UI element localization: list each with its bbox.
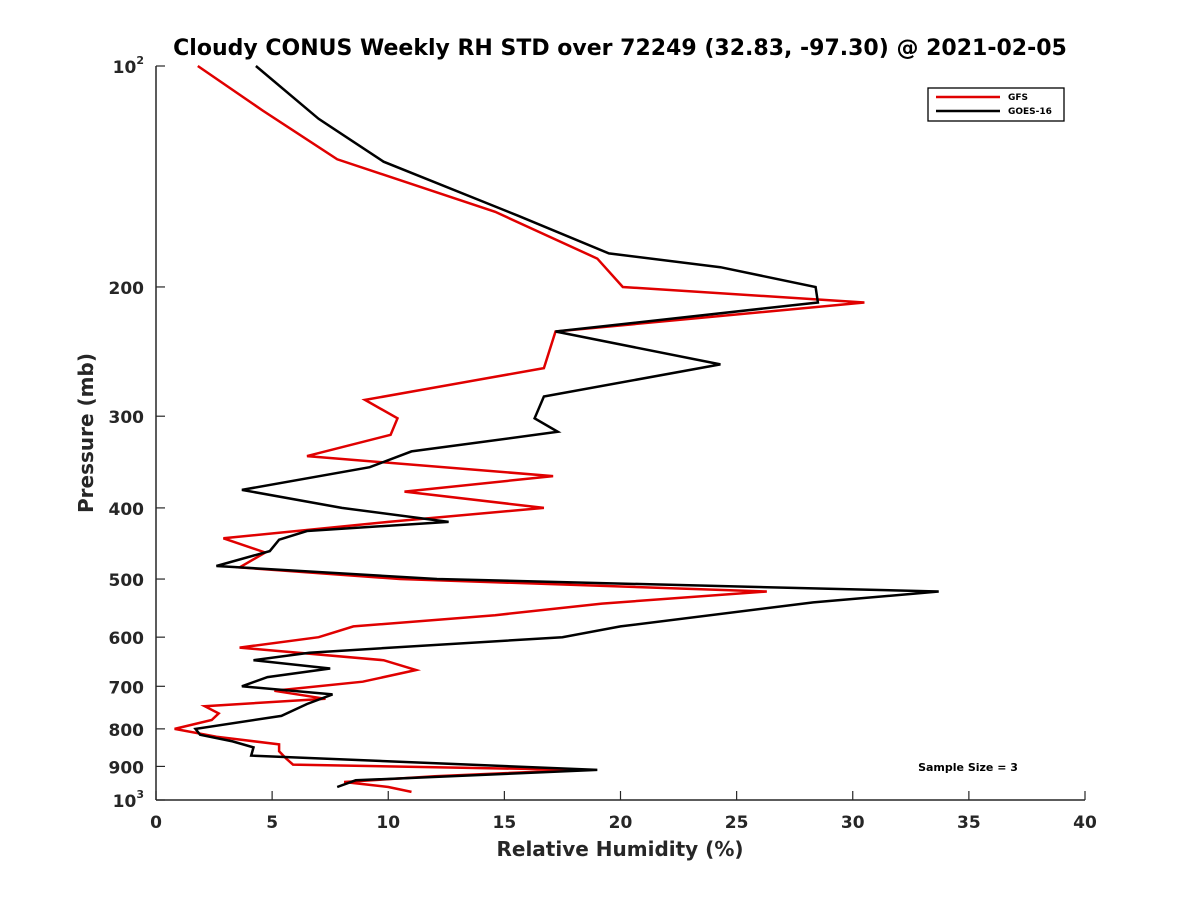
- y-tick-label-text: 700: [109, 678, 145, 698]
- legend-label: GFS: [1008, 93, 1028, 103]
- x-tick-label: 30: [841, 813, 865, 833]
- y-tick-label-text: 800: [109, 721, 145, 741]
- y-tick-label: 103: [113, 788, 144, 812]
- series-line-gfs: [174, 64, 865, 794]
- x-axis-label: Relative Humidity (%): [496, 837, 743, 861]
- y-tick-label-text: 900: [109, 758, 145, 778]
- series-line-goes-16: [193, 65, 939, 789]
- y-tick-label-text: 400: [109, 500, 145, 520]
- x-tick-label: 0: [150, 813, 162, 833]
- x-tick-label: 5: [266, 813, 278, 833]
- legend-label: GOES-16: [1008, 107, 1052, 117]
- legend-box: [927, 87, 1065, 122]
- legend: GFS GOES-16: [927, 87, 1065, 122]
- y-tick-label-text: 10: [113, 792, 137, 812]
- y-tick-label-text: 200: [109, 279, 145, 299]
- y-tick-label: 900: [109, 758, 145, 778]
- y-tick-label-text: 10: [113, 58, 137, 78]
- x-tick-label: 40: [1073, 813, 1097, 833]
- y-tick-exponent: 2: [136, 54, 144, 67]
- x-tick-label: 25: [725, 813, 749, 833]
- y-tick-label: 500: [109, 571, 145, 591]
- y-tick-label-text: 300: [109, 408, 145, 428]
- x-tick-label: 35: [957, 813, 981, 833]
- y-axis-label: Pressure (mb): [74, 353, 98, 513]
- y-tick-label: 200: [109, 279, 145, 299]
- y-tick-exponent: 3: [136, 788, 144, 801]
- y-tick-label: 800: [109, 721, 145, 741]
- y-tick-label: 600: [109, 629, 145, 649]
- y-tick-label: 400: [109, 500, 145, 520]
- y-tick-label: 700: [109, 678, 145, 698]
- x-tick-label: 20: [609, 813, 633, 833]
- y-tick-label: 300: [109, 408, 145, 428]
- sample-size-annotation: Sample Size = 3: [918, 761, 1018, 774]
- y-tick-label-text: 500: [109, 571, 145, 591]
- axes: 0 5 10 15 20 25 30 35 40102200300400500600700800…: [109, 54, 1097, 833]
- x-tick-label: 10: [376, 813, 400, 833]
- series-layer: [174, 64, 939, 794]
- chart-title: Cloudy CONUS Weekly RH STD over 72249 (3…: [173, 36, 1067, 61]
- y-tick-label: 102: [113, 54, 144, 78]
- x-tick-label: 15: [493, 813, 517, 833]
- y-tick-label-text: 600: [109, 629, 145, 649]
